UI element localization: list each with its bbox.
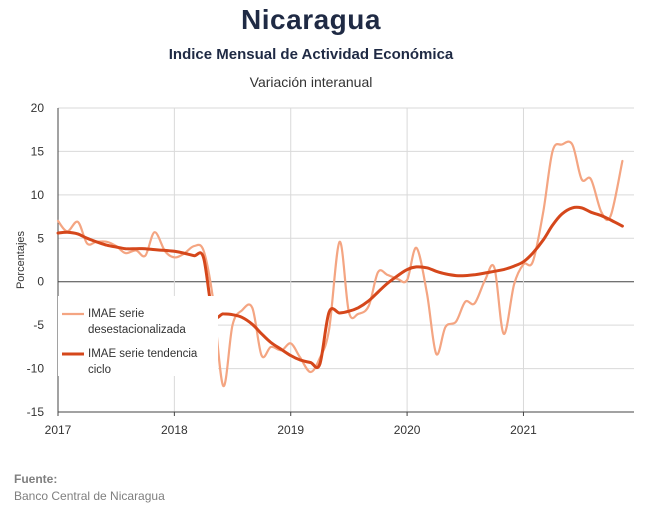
y-axis-label: Porcentajes (15, 230, 27, 289)
source-label: Fuente: (14, 472, 58, 486)
y-tick-label: -15 (27, 405, 45, 419)
source-text: Banco Central de Nicaragua (14, 489, 165, 503)
legend-label: desestacionalizada (88, 324, 186, 336)
chart-title: Nicaragua (241, 4, 381, 35)
legend-label: ciclo (88, 364, 111, 376)
x-tick-label: 2017 (45, 423, 72, 437)
x-tick-label: 2020 (394, 423, 421, 437)
legend: IMAE serie desestacionalizada IMAE serie t… (58, 296, 218, 376)
y-tick-label: 20 (31, 101, 45, 115)
y-tick-label: -10 (27, 362, 45, 376)
chart-subtitle-secondary: Variación interanual (249, 74, 373, 90)
legend-label: IMAE serie tendencia (88, 348, 198, 360)
series-line-tendencia-ciclo (56, 205, 624, 370)
series-line-desestacionalizada (56, 140, 624, 388)
legend-background (58, 296, 218, 376)
y-tick-label: 0 (37, 275, 44, 289)
x-tick-label: 2018 (161, 423, 188, 437)
y-tick-label: -5 (33, 318, 44, 332)
y-tick-label: 10 (31, 188, 45, 202)
x-tick-label: 2019 (277, 423, 304, 437)
x-tick-label: 2021 (510, 423, 537, 437)
series-lines (56, 140, 624, 388)
y-tick-label: 5 (37, 231, 44, 245)
legend-label: IMAE serie (88, 308, 144, 320)
chart-subtitle: Indice Mensual de Actividad Económica (168, 46, 454, 63)
y-tick-label: 15 (31, 144, 45, 158)
